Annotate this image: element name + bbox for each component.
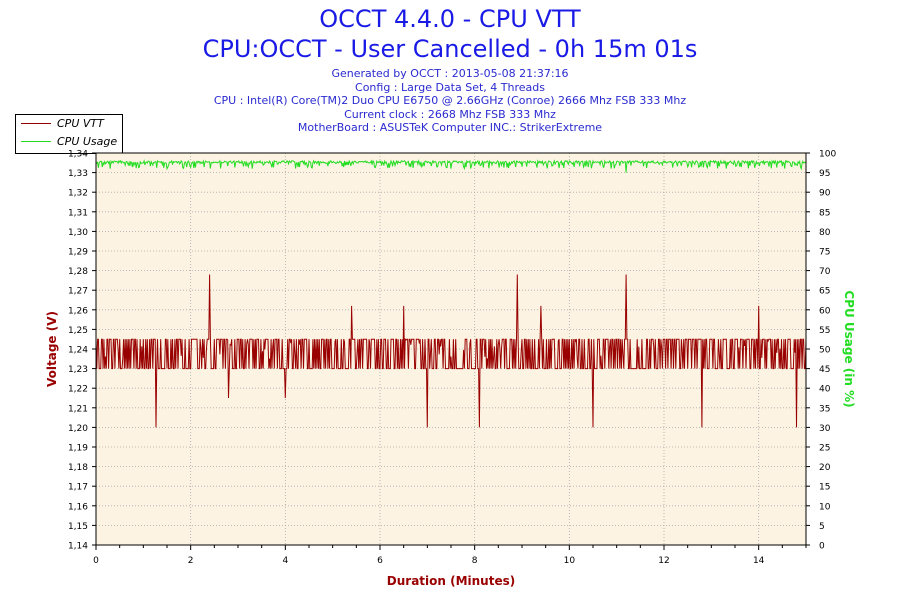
x-axis-label: Duration (Minutes): [387, 574, 515, 588]
y-tick-label: 1,34: [68, 150, 88, 160]
y-tick-label: 1,26: [68, 306, 88, 316]
x-tick-label: 8: [472, 556, 478, 566]
y2-tick-label: 20: [819, 463, 831, 473]
x-tick-label: 14: [753, 556, 765, 566]
y-axis-label: Voltage (V): [45, 311, 59, 387]
y-tick-label: 1,19: [68, 444, 88, 454]
chart-legend: CPU VTT CPU Usage: [15, 114, 123, 154]
y2-tick-label: 60: [819, 306, 831, 316]
chart-subtitle: CPU:OCCT - User Cancelled - 0h 15m 01s: [202, 35, 698, 63]
info-line-generated: Generated by OCCT : 2013-05-08 21:37:16: [331, 67, 569, 80]
y2-tick-label: 10: [819, 502, 831, 512]
y2-tick-label: 5: [819, 522, 825, 532]
legend-label-vtt: CPU VTT: [57, 117, 104, 130]
x-tick-label: 4: [282, 556, 288, 566]
y2-tick-label: 80: [819, 228, 831, 238]
chart-title: OCCT 4.4.0 - CPU VTT: [319, 5, 581, 33]
y-tick-label: 1,33: [68, 169, 88, 179]
y2-tick-label: 95: [819, 169, 830, 179]
y2-tick-label: 75: [819, 248, 830, 258]
y-tick-label: 1,24: [68, 346, 88, 356]
x-tick-label: 12: [658, 556, 669, 566]
x-tick-label: 6: [377, 556, 383, 566]
y2-tick-label: 0: [819, 542, 825, 552]
y-tick-label: 1,25: [68, 326, 88, 336]
y-tick-label: 1,28: [68, 267, 88, 277]
y2-axis-label: CPU Usage (in %): [842, 290, 856, 407]
y2-tick-label: 40: [819, 385, 831, 395]
y2-tick-label: 45: [819, 365, 830, 375]
y2-tick-label: 70: [819, 267, 831, 277]
series-line-vtt: [95, 274, 807, 428]
y2-tick-label: 55: [819, 326, 830, 336]
chart-header: OCCT 4.4.0 - CPU VTT CPU:OCCT - User Can…: [0, 4, 900, 135]
y2-tick-label: 15: [819, 483, 830, 493]
legend-label-usage: CPU Usage: [57, 135, 118, 148]
y2-tick-label: 85: [819, 208, 830, 218]
x-tick-label: 10: [564, 556, 576, 566]
x-tick-label: 2: [188, 556, 194, 566]
info-line-cpu: CPU : Intel(R) Core(TM)2 Duo CPU E6750 @…: [213, 94, 687, 107]
y-tick-label: 1,22: [68, 385, 88, 395]
x-tick-label: 0: [93, 556, 99, 566]
y2-tick-label: 50: [819, 346, 831, 356]
info-line-config: Config : Large Data Set, 4 Threads: [355, 80, 545, 94]
y-tick-label: 1,17: [68, 483, 88, 493]
legend-swatch-usage: [21, 141, 51, 142]
y-tick-label: 1,18: [68, 463, 88, 473]
y2-tick-label: 35: [819, 404, 830, 414]
y-tick-label: 1,15: [68, 522, 88, 532]
legend-item-vtt: CPU VTT: [16, 115, 122, 133]
y2-tick-label: 30: [819, 424, 831, 434]
y-tick-label: 1,27: [68, 287, 88, 297]
y2-tick-label: 25: [819, 444, 830, 454]
y-tick-label: 1,32: [68, 189, 88, 199]
series-line-usage: [95, 159, 807, 173]
legend-swatch-vtt: [21, 123, 51, 124]
y-tick-label: 1,29: [68, 248, 88, 258]
y-tick-label: 1,16: [68, 502, 88, 512]
series-layer: [95, 159, 807, 428]
y-tick-label: 1,20: [68, 424, 88, 434]
legend-item-usage: CPU Usage: [16, 133, 122, 151]
y-tick-label: 1,31: [68, 208, 88, 218]
y-tick-label: 1,21: [68, 404, 88, 414]
y-tick-label: 1,30: [68, 228, 88, 238]
y2-tick-label: 65: [819, 287, 830, 297]
y2-tick-label: 100: [819, 150, 836, 160]
y2-tick-label: 90: [819, 189, 831, 199]
info-line-clock: Current clock : 2668 Mhz FSB 333 Mhz: [344, 107, 556, 121]
y-tick-label: 1,23: [68, 365, 88, 375]
info-line-motherboard: MotherBoard : ASUSTeK Computer INC.: Str…: [297, 121, 603, 134]
axes: 1,14 1,15 1,16 1,17 1,18 1,19 1,20 1,21 1,22 1,23…: [68, 150, 836, 567]
y-tick-label: 1,14: [68, 542, 88, 552]
